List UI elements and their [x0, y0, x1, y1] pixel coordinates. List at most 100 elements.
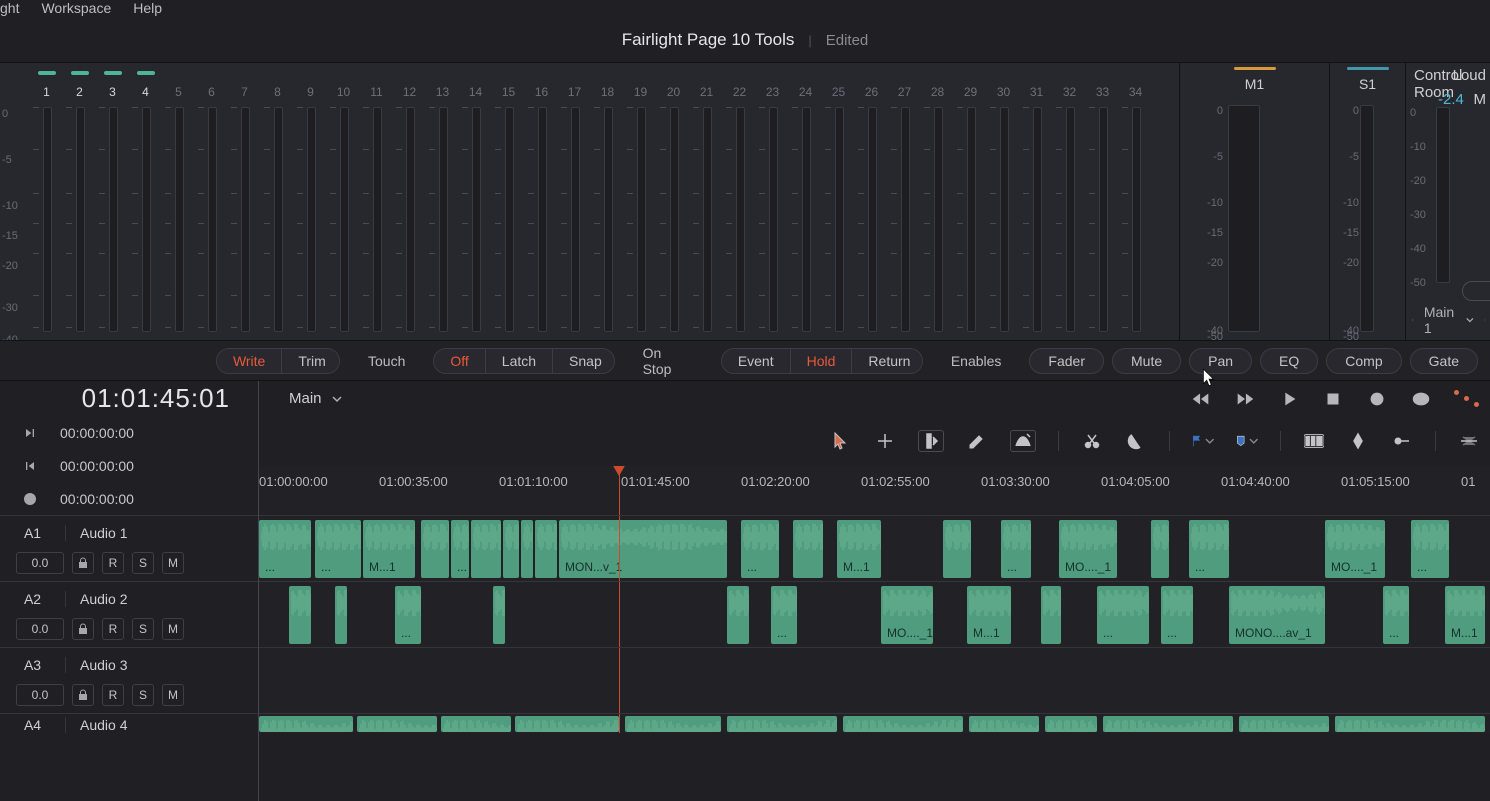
audio-clip[interactable]: ...	[1097, 586, 1149, 644]
seg-event[interactable]: Event	[722, 349, 791, 373]
m-button[interactable]: M	[162, 684, 184, 706]
r-button[interactable]: R	[102, 684, 124, 706]
grid-tool[interactable]	[1303, 430, 1325, 452]
playhead[interactable]	[619, 466, 620, 516]
audio-clip[interactable]	[335, 586, 347, 644]
tc-dur[interactable]: 00:00:00:00	[0, 482, 258, 515]
channel-29[interactable]: 29	[954, 85, 987, 103]
audio-clip[interactable]	[1335, 716, 1485, 732]
channel-18[interactable]: 18	[591, 85, 624, 103]
enable-mute[interactable]: Mute	[1112, 348, 1181, 374]
s-button[interactable]: S	[132, 618, 154, 640]
s-button[interactable]: S	[132, 552, 154, 574]
seg-trim[interactable]: Trim	[282, 349, 340, 373]
channel-34[interactable]: 34	[1119, 85, 1152, 103]
track-lane-a2[interactable]: ......MO...._1M...1......MONO....av_1...…	[259, 581, 1490, 647]
channel-7[interactable]: 7	[228, 85, 261, 103]
track-header-a1[interactable]: A1Audio 10.0RSM	[0, 515, 258, 581]
audio-clip[interactable]	[793, 520, 823, 578]
channel-27[interactable]: 27	[888, 85, 921, 103]
audio-clip[interactable]: ...	[1161, 586, 1193, 644]
channel-2[interactable]: 2	[63, 85, 96, 103]
channel-5[interactable]: 5	[162, 85, 195, 103]
pencil-tool[interactable]	[966, 430, 988, 452]
audio-clip[interactable]	[441, 716, 511, 732]
audio-clip[interactable]	[727, 586, 749, 644]
channel-4[interactable]: 4	[129, 85, 162, 103]
audio-clip[interactable]	[471, 520, 501, 578]
channel-9[interactable]: 9	[294, 85, 327, 103]
expand-tool[interactable]	[1458, 430, 1480, 452]
m-button[interactable]: M	[162, 552, 184, 574]
timeline-select[interactable]: Main	[259, 390, 342, 407]
tc-in[interactable]: 00:00:00:00	[0, 416, 258, 449]
track-lane-a4[interactable]	[259, 713, 1490, 733]
audio-clip[interactable]: ...	[1001, 520, 1031, 578]
channel-24[interactable]: 24	[789, 85, 822, 103]
speaker-icon[interactable]	[1412, 313, 1414, 327]
track-header-a2[interactable]: A2Audio 20.0RSM	[0, 581, 258, 647]
channel-32[interactable]: 32	[1053, 85, 1086, 103]
channel-12[interactable]: 12	[393, 85, 426, 103]
audio-clip[interactable]: ...	[451, 520, 469, 578]
audio-clip[interactable]	[727, 716, 837, 732]
timecode-display[interactable]: 01:01:45:01	[0, 381, 259, 416]
audio-clip[interactable]: ...	[259, 520, 311, 578]
audio-clip[interactable]: ...	[395, 586, 421, 644]
track-lane-a1[interactable]: ......M...1...MON...v_1...M...1...MO....…	[259, 515, 1490, 581]
audio-clip[interactable]	[1045, 716, 1097, 732]
tc-out[interactable]: 00:00:00:00	[0, 449, 258, 482]
play-button[interactable]	[1278, 388, 1300, 410]
track-header-a3[interactable]: A3Audio 30.0RSM	[0, 647, 258, 713]
channel-21[interactable]: 21	[690, 85, 723, 103]
marker-blue[interactable]	[1236, 430, 1258, 452]
audio-clip[interactable]: MON...v_1	[559, 520, 727, 578]
snap-tool[interactable]	[1347, 430, 1369, 452]
menu-item-workspace[interactable]: Workspace	[41, 0, 111, 16]
channel-25[interactable]: 25	[822, 85, 855, 103]
channel-20[interactable]: 20	[657, 85, 690, 103]
cut-tool[interactable]	[1081, 430, 1103, 452]
enable-gate[interactable]: Gate	[1410, 348, 1478, 374]
flag-blue[interactable]	[1192, 430, 1214, 452]
audio-clip[interactable]	[943, 520, 971, 578]
audio-clip[interactable]: M...1	[363, 520, 415, 578]
loop-button[interactable]	[1410, 388, 1432, 410]
channel-8[interactable]: 8	[261, 85, 294, 103]
r-button[interactable]: R	[102, 618, 124, 640]
audio-clip[interactable]	[515, 716, 619, 732]
audio-clip[interactable]: MO...._1	[881, 586, 933, 644]
seg-off[interactable]: Off	[434, 349, 485, 373]
channel-23[interactable]: 23	[756, 85, 789, 103]
audio-clip[interactable]	[503, 520, 519, 578]
trim-tool[interactable]	[918, 430, 944, 452]
channel-13[interactable]: 13	[426, 85, 459, 103]
audio-clip[interactable]	[259, 716, 353, 732]
audio-clip[interactable]: ...	[315, 520, 361, 578]
enable-eq[interactable]: EQ	[1260, 348, 1318, 374]
s-button[interactable]: S	[132, 684, 154, 706]
audio-clip[interactable]	[493, 586, 505, 644]
audio-clip[interactable]: MONO....av_1	[1229, 586, 1325, 644]
audio-clip[interactable]	[1103, 716, 1233, 732]
channel-11[interactable]: 11	[360, 85, 393, 103]
menu-item-ght[interactable]: ght	[0, 0, 19, 16]
audio-clip[interactable]: ...	[771, 586, 797, 644]
audio-clip[interactable]	[1151, 520, 1169, 578]
seg-hold[interactable]: Hold	[791, 349, 853, 373]
audio-clip[interactable]: MO...._1	[1325, 520, 1385, 578]
audio-clip[interactable]: M...1	[1445, 586, 1485, 644]
onstop-group[interactable]: EventHoldReturn	[721, 348, 923, 374]
audio-clip[interactable]: MO...._1	[1059, 520, 1117, 578]
audio-clip[interactable]: ...	[741, 520, 779, 578]
channel-10[interactable]: 10	[327, 85, 360, 103]
audio-clip[interactable]	[289, 586, 311, 644]
seg-latch[interactable]: Latch	[486, 349, 553, 373]
curve-tool[interactable]	[1010, 430, 1036, 452]
audio-clip[interactable]: ...	[1189, 520, 1229, 578]
channel-14[interactable]: 14	[459, 85, 492, 103]
timeline-ruler[interactable]: 01:00:00:0001:00:35:0001:01:10:0001:01:4…	[259, 466, 1490, 516]
arrow-right-icon[interactable]	[1484, 314, 1486, 326]
audio-clip[interactable]	[357, 716, 437, 732]
audio-clip[interactable]: M...1	[967, 586, 1011, 644]
